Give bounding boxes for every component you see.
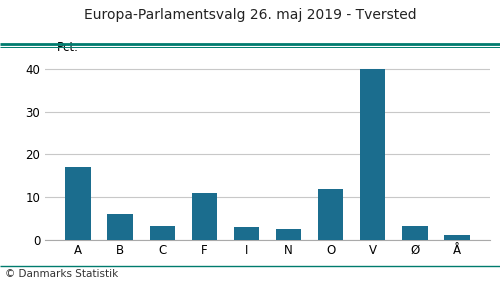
Bar	[150, 226, 175, 240]
Bar	[276, 229, 301, 240]
Bar	[108, 214, 132, 240]
Text: Pct.: Pct.	[57, 41, 78, 54]
Bar	[444, 235, 470, 240]
Bar	[65, 167, 90, 240]
Text: Europa-Parlamentsvalg 26. maj 2019 - Tversted: Europa-Parlamentsvalg 26. maj 2019 - Tve…	[84, 8, 416, 23]
Bar	[192, 193, 217, 240]
Bar	[318, 189, 344, 240]
Bar	[402, 226, 427, 240]
Bar	[360, 69, 386, 240]
Text: © Danmarks Statistik: © Danmarks Statistik	[5, 269, 118, 279]
Bar	[234, 227, 259, 240]
